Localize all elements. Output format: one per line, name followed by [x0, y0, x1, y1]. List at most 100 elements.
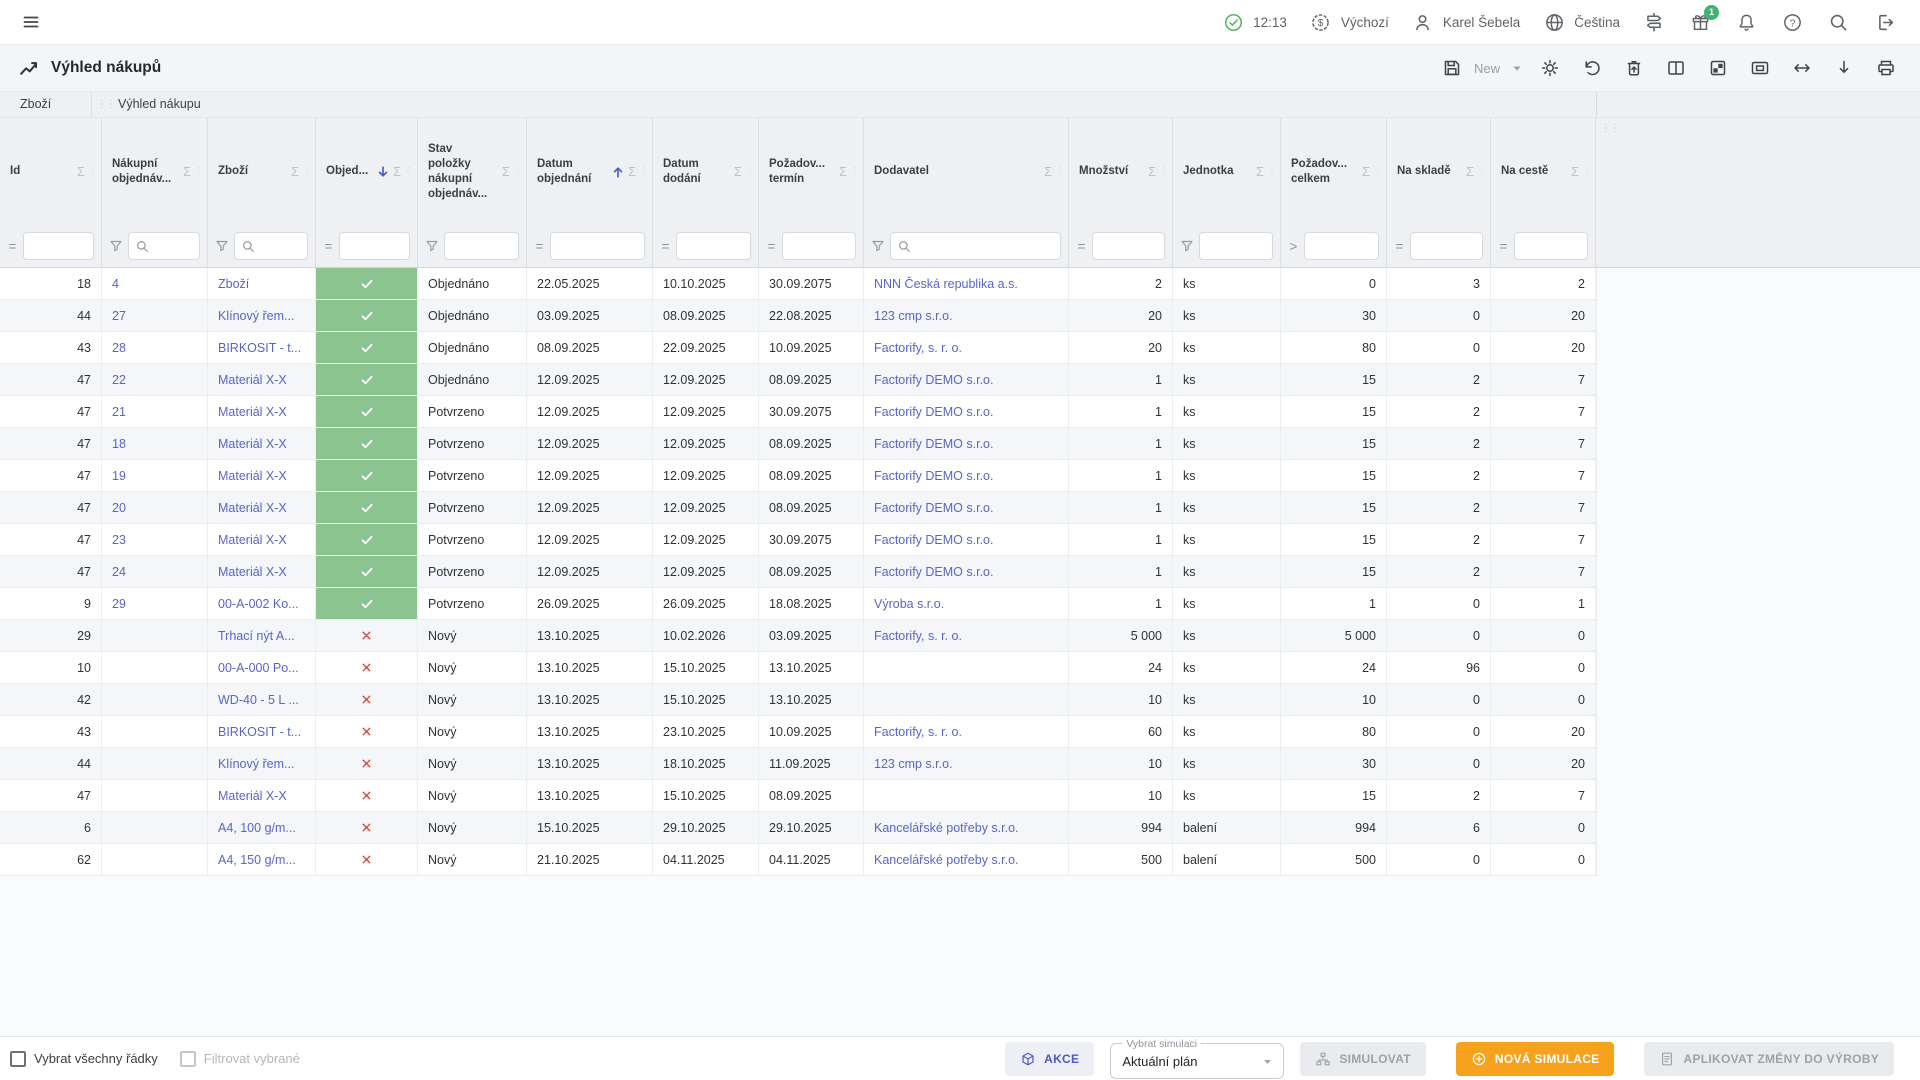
table-row[interactable]: 47 23 Materiál X-X Potvrzeno 12.09.2025 12.09…	[0, 524, 1597, 556]
column-header-na_sklade[interactable]: Na skladě Σ ⋮	[1387, 118, 1491, 225]
column-header-na_ceste[interactable]: Na cestě Σ ⋮	[1491, 118, 1596, 225]
column-resize-handle[interactable]: ⋮	[194, 166, 204, 177]
whats-new-gift-icon[interactable]: 1	[1688, 5, 1719, 34]
column-resize-handle[interactable]: ⋮	[745, 166, 755, 177]
column-header-dodavatel[interactable]: Dodavatel Σ ⋮	[864, 118, 1069, 225]
table-row[interactable]: 47 Materiál X-X Nový 13.10.2025 15.10.2025 08…	[0, 780, 1597, 812]
aggregate-sigma-icon[interactable]: Σ	[182, 164, 191, 179]
column-resize-handle[interactable]: ⋮	[404, 166, 414, 177]
cell-zbozi[interactable]: 00-A-002 Ko...	[208, 588, 316, 619]
column-header-id[interactable]: Id Σ ⋮	[0, 118, 102, 225]
cell-zbozi[interactable]: WD-40 - 5 L ...	[208, 684, 316, 715]
screenshot-region-icon[interactable]	[1743, 52, 1776, 85]
filter-input-na_sklade[interactable]	[1418, 239, 1475, 253]
table-row[interactable]: 29 Trhací nýt A... Nový 13.10.2025 10.02.202…	[0, 620, 1597, 652]
grid-corner-handle[interactable]: ⋮⋮	[1601, 123, 1620, 134]
column-header-datum_objednani[interactable]: Datum objednání Σ ⋮	[527, 118, 653, 225]
filter-input-stav_polozky[interactable]	[452, 239, 511, 253]
new-simulation-button[interactable]: NOVÁ SIMULACE	[1455, 1041, 1615, 1076]
filter-input-datum_objednani[interactable]	[558, 239, 637, 253]
filter-input-mnozstvi[interactable]	[1100, 239, 1157, 253]
sort-desc-icon[interactable]	[376, 165, 390, 179]
aggregate-sigma-icon[interactable]: Σ	[76, 164, 85, 179]
filter-operator[interactable]: =	[661, 238, 670, 254]
save-view-icon[interactable]	[1436, 52, 1469, 85]
column-resize-handle[interactable]: ⋮	[1055, 166, 1065, 177]
cell-zbozi[interactable]: Materiál X-X	[208, 428, 316, 459]
cell-zbozi[interactable]: Materiál X-X	[208, 396, 316, 427]
cell-dodavatel[interactable]: NNN Česká republika a.s.	[864, 268, 1069, 299]
filter-selected-checkbox[interactable]	[179, 1050, 196, 1067]
cell-zbozi[interactable]: BIRKOSIT - t...	[208, 716, 316, 747]
table-row[interactable]: 47 19 Materiál X-X Potvrzeno 12.09.2025 12.09…	[0, 460, 1597, 492]
table-row[interactable]: 47 21 Materiál X-X Potvrzeno 12.09.2025 12.09…	[0, 396, 1597, 428]
aggregate-sigma-icon[interactable]: Σ	[290, 164, 299, 179]
cell-zbozi[interactable]: Trhací nýt A...	[208, 620, 316, 651]
aggregate-sigma-icon[interactable]: Σ	[501, 164, 510, 179]
select-all-checkbox[interactable]	[10, 1050, 26, 1067]
column-header-mnozstvi[interactable]: Množství Σ ⋮	[1069, 118, 1173, 225]
aggregate-sigma-icon[interactable]: Σ	[838, 164, 847, 179]
filter-input-datum_dodani[interactable]	[684, 239, 743, 253]
filter-input-jednotka[interactable]	[1207, 239, 1265, 253]
undo-icon[interactable]	[1575, 52, 1608, 85]
help-icon[interactable]: ?	[1780, 10, 1804, 34]
aggregate-sigma-icon[interactable]: Σ	[1570, 164, 1579, 179]
print-icon[interactable]	[1869, 52, 1902, 85]
aggregate-sigma-icon[interactable]: Σ	[1361, 164, 1370, 179]
table-row[interactable]: 43 BIRKOSIT - t... Nový 13.10.2025 23.10.202…	[0, 716, 1597, 748]
cell-nakupni_objednavka[interactable]: 29	[102, 588, 208, 619]
filter-input-objednano[interactable]	[347, 239, 402, 253]
select-all-rows-checkbox-group[interactable]: Vybrat všechny řádky	[10, 1050, 158, 1067]
column-header-datum_dodani[interactable]: Datum dodání Σ ⋮	[653, 118, 759, 225]
signpost-icon[interactable]	[1642, 10, 1666, 34]
column-header-pozadovany_termin[interactable]: Požadov... termín Σ ⋮	[759, 118, 864, 225]
column-resize-handle[interactable]: ⋮	[639, 166, 649, 177]
cell-nakupni_objednavka[interactable]: 20	[102, 492, 208, 523]
filter-operator[interactable]: =	[1499, 238, 1508, 254]
filter-funnel-icon[interactable]	[215, 239, 229, 253]
view-name-label[interactable]: New	[1473, 60, 1500, 76]
column-header-zbozi[interactable]: Zboží Σ ⋮	[208, 118, 316, 225]
sort-asc-icon[interactable]	[611, 165, 625, 179]
filter-input-na_ceste[interactable]	[1522, 239, 1580, 253]
cell-dodavatel[interactable]: Kancelářské potřeby s.r.o.	[864, 844, 1069, 875]
tab-drag-handle[interactable]: ⋮⋮	[97, 99, 116, 110]
table-row[interactable]: 47 24 Materiál X-X Potvrzeno 12.09.2025 12.09…	[0, 556, 1597, 588]
column-resize-handle[interactable]: ⋮	[513, 166, 523, 177]
aggregate-sigma-icon[interactable]: Σ	[1465, 164, 1474, 179]
cell-zbozi[interactable]: BIRKOSIT - t...	[208, 332, 316, 363]
table-row[interactable]: 44 Klínový řem... Nový 13.10.2025 18.10.2025…	[0, 748, 1597, 780]
cell-zbozi[interactable]: Materiál X-X	[208, 460, 316, 491]
cell-dodavatel[interactable]: Factorify, s. r. o.	[864, 716, 1069, 747]
table-row[interactable]: 47 22 Materiál X-X Objednáno 12.09.2025 12.09…	[0, 364, 1597, 396]
cell-dodavatel[interactable]: 123 cmp s.r.o.	[864, 300, 1069, 331]
table-row[interactable]: 62 A4, 150 g/m... Nový 21.10.2025 04.11.2025…	[0, 844, 1597, 876]
cell-dodavatel[interactable]: 123 cmp s.r.o.	[864, 748, 1069, 779]
column-resize-handle[interactable]: ⋮	[1477, 166, 1487, 177]
filter-operator[interactable]: =	[767, 238, 776, 254]
filter-funnel-icon[interactable]	[871, 239, 885, 253]
column-resize-handle[interactable]: ⋮	[1373, 166, 1383, 177]
filter-funnel-icon[interactable]	[425, 239, 439, 253]
cell-zbozi[interactable]: Materiál X-X	[208, 524, 316, 555]
cell-nakupni_objednavka[interactable]: 19	[102, 460, 208, 491]
cell-zbozi[interactable]: Klínový řem...	[208, 748, 316, 779]
column-header-pozadovano_celkem[interactable]: Požadov... celkem Σ ⋮	[1281, 118, 1387, 225]
cell-nakupni_objednavka[interactable]: 23	[102, 524, 208, 555]
filter-operator[interactable]: =	[1077, 238, 1086, 254]
filter-operator[interactable]: =	[1395, 238, 1404, 254]
table-row[interactable]: 47 18 Materiál X-X Potvrzeno 12.09.2025 12.09…	[0, 428, 1597, 460]
cell-dodavatel[interactable]: Factorify DEMO s.r.o.	[864, 428, 1069, 459]
layout-panels-icon[interactable]	[1701, 52, 1734, 85]
table-row[interactable]: 10 00-A-000 Po... Nový 13.10.2025 15.10.2025…	[0, 652, 1597, 684]
simulation-select[interactable]: Vybrat simulaci Aktuální plán	[1110, 1038, 1285, 1079]
pricing-profile[interactable]: $ Výchozí	[1309, 10, 1389, 34]
trash-restore-icon[interactable]	[1617, 52, 1650, 85]
cell-dodavatel[interactable]: Factorify, s. r. o.	[864, 620, 1069, 651]
filter-operator[interactable]: >	[1289, 238, 1298, 254]
language-menu[interactable]: Čeština	[1542, 10, 1620, 34]
table-row[interactable]: 42 WD-40 - 5 L ... Nový 13.10.2025 15.10.202…	[0, 684, 1597, 716]
aggregate-sigma-icon[interactable]: Σ	[1255, 164, 1264, 179]
cell-dodavatel[interactable]: Factorify, s. r. o.	[864, 332, 1069, 363]
